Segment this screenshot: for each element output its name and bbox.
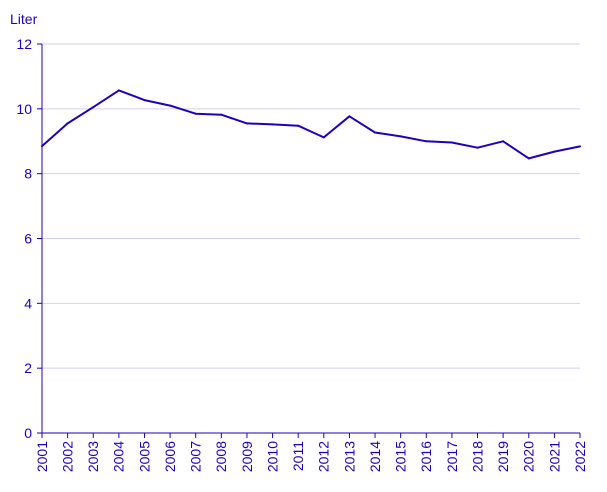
x-tick-label: 2012 <box>316 441 332 472</box>
data-point <box>579 145 581 148</box>
y-tick-label: 6 <box>24 231 32 247</box>
data-point <box>527 157 530 160</box>
x-tick-label: 2009 <box>239 441 255 472</box>
x-tick-label: 2020 <box>521 441 537 472</box>
y-tick-label: 8 <box>24 166 32 182</box>
data-point <box>502 140 505 143</box>
data-point <box>271 123 274 126</box>
data-point <box>220 113 223 116</box>
data-point <box>553 150 556 153</box>
series-layer <box>41 89 581 160</box>
data-point <box>245 122 248 125</box>
data-point <box>476 146 479 149</box>
y-tick-label: 12 <box>16 36 32 52</box>
x-tick-label: 2021 <box>546 441 562 472</box>
x-tick-label: 2010 <box>264 441 280 472</box>
series-line-0 <box>41 89 581 160</box>
x-tick-label: 2017 <box>444 441 460 472</box>
data-point <box>297 124 300 127</box>
y-tick-label: 4 <box>24 295 32 311</box>
data-point <box>66 122 69 125</box>
data-point <box>169 104 172 107</box>
x-tick-label: 2008 <box>213 441 229 472</box>
gridlines <box>42 43 580 369</box>
x-tick-label: 2016 <box>418 441 434 472</box>
x-tick-label: 2005 <box>136 441 152 472</box>
y-tick-label: 10 <box>16 101 32 117</box>
data-point <box>41 145 43 148</box>
x-tick-label: 2013 <box>341 441 357 472</box>
x-tick-label: 2019 <box>495 441 511 472</box>
data-point <box>450 141 453 144</box>
y-tick-label: 0 <box>24 425 32 441</box>
x-tick-label: 2004 <box>111 441 127 472</box>
x-axis-ticks: 2001 2002 2003 2004 2005 2006 2007 2008 2009 2010… <box>34 433 588 472</box>
data-point <box>374 131 377 134</box>
x-tick-label: 2015 <box>393 441 409 472</box>
x-tick-label: 2006 <box>162 441 178 472</box>
data-point <box>143 99 146 102</box>
y-axis-unit-label: Liter <box>10 11 38 27</box>
x-tick-label: 2003 <box>85 441 101 472</box>
x-tick-label: 2018 <box>469 441 485 472</box>
y-tick-label: 2 <box>24 360 32 376</box>
axes <box>41 44 580 434</box>
data-point <box>348 115 351 118</box>
data-point <box>425 140 428 143</box>
data-point <box>92 106 95 109</box>
y-axis-ticks: 0 2 4 6 8 10 12 <box>16 36 42 441</box>
data-point <box>194 112 197 115</box>
x-tick-label: 2007 <box>188 441 204 472</box>
data-point <box>117 89 120 92</box>
x-tick-label: 2002 <box>60 441 76 472</box>
data-point <box>399 135 402 138</box>
x-tick-label: 2011 <box>290 441 306 471</box>
x-tick-label: 2001 <box>34 441 50 472</box>
x-tick-label: 2022 <box>572 441 588 472</box>
x-tick-label: 2014 <box>367 441 383 472</box>
data-point <box>322 136 325 139</box>
